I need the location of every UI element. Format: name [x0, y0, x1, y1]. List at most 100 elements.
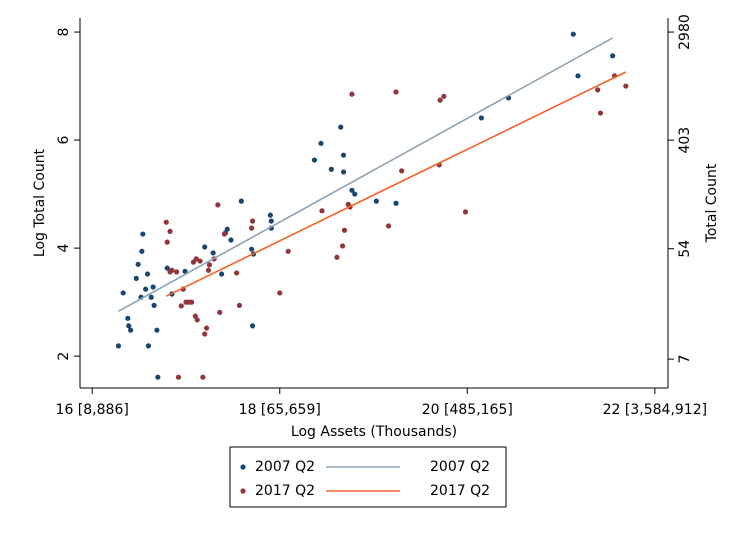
point	[140, 231, 146, 237]
point	[126, 323, 132, 329]
point	[163, 219, 169, 225]
point	[143, 286, 149, 292]
legend-label: 2017 Q2	[255, 483, 315, 499]
legend-marker	[240, 488, 246, 494]
legend-marker	[240, 464, 246, 470]
point	[219, 271, 225, 277]
point	[340, 169, 347, 175]
point	[182, 268, 188, 274]
point	[175, 374, 182, 380]
legend-box	[229, 446, 507, 508]
point	[144, 271, 151, 277]
point	[151, 302, 157, 308]
point	[267, 212, 273, 218]
point	[217, 309, 223, 315]
point	[154, 327, 160, 333]
point	[575, 73, 581, 79]
y-axis-label: Log Total Count	[32, 148, 48, 257]
x-tick-label: 20 [485,165]	[422, 402, 513, 418]
point	[202, 331, 208, 337]
point	[318, 140, 324, 146]
legend-label: 2017 Q2	[430, 483, 490, 499]
point	[128, 327, 134, 333]
y2-tick-label: 54	[677, 240, 693, 258]
point	[125, 315, 131, 321]
point	[164, 239, 170, 245]
point	[311, 157, 318, 163]
point	[349, 187, 355, 193]
point	[462, 209, 469, 215]
point	[120, 290, 126, 296]
point	[338, 124, 344, 130]
y2-tick-label: 2980	[677, 14, 693, 50]
point	[164, 265, 170, 271]
point	[595, 87, 601, 93]
point	[200, 374, 206, 380]
point	[268, 218, 274, 224]
point	[385, 223, 392, 229]
point	[148, 294, 154, 300]
point	[285, 248, 291, 254]
point	[194, 317, 200, 323]
point	[210, 250, 216, 256]
point	[139, 248, 145, 254]
point	[205, 267, 212, 273]
legend-label: 2007 Q2	[430, 459, 490, 475]
point	[478, 115, 484, 121]
point	[204, 325, 210, 331]
fit-line	[165, 71, 627, 297]
point	[178, 303, 184, 309]
point	[173, 269, 180, 275]
point	[597, 110, 604, 116]
point	[249, 323, 256, 329]
point	[169, 267, 175, 273]
y2-tick-label: 7	[677, 355, 693, 364]
point	[236, 302, 243, 308]
point	[399, 168, 405, 174]
point	[352, 191, 358, 197]
point	[234, 270, 240, 276]
point	[328, 166, 334, 172]
point	[202, 244, 208, 250]
y2-tick-label: 403	[677, 127, 693, 154]
x-tick-label: 18 [65,659]	[239, 402, 321, 418]
y-tick-label: 2	[56, 352, 72, 361]
point	[249, 218, 256, 224]
point	[224, 226, 230, 232]
point	[349, 91, 355, 97]
legend-label: 2007 Q2	[255, 459, 315, 475]
point	[206, 262, 213, 268]
point	[155, 374, 161, 380]
point	[437, 97, 443, 103]
point	[150, 284, 156, 290]
point	[133, 275, 139, 281]
point	[393, 200, 399, 206]
point	[228, 237, 234, 243]
point	[221, 231, 228, 237]
point	[188, 299, 195, 305]
point	[135, 261, 141, 267]
y-tick-label: 4	[56, 244, 72, 253]
point	[249, 225, 255, 231]
x-tick-label: 22 [3,584,912]	[603, 402, 707, 418]
point	[167, 228, 173, 234]
point	[145, 343, 152, 349]
fit-line	[118, 37, 614, 312]
y-tick-label: 6	[56, 136, 72, 145]
point	[340, 152, 347, 158]
point	[238, 198, 244, 204]
point	[570, 31, 576, 37]
point	[339, 243, 346, 249]
y-tick-label: 8	[56, 28, 72, 37]
point	[393, 89, 399, 95]
x-axis-label: Log Assets (Thousands)	[291, 424, 457, 440]
point	[277, 290, 283, 296]
point	[373, 198, 379, 204]
point	[215, 202, 221, 208]
point	[249, 246, 255, 252]
point	[334, 254, 340, 260]
point	[610, 53, 616, 59]
point	[341, 227, 348, 233]
